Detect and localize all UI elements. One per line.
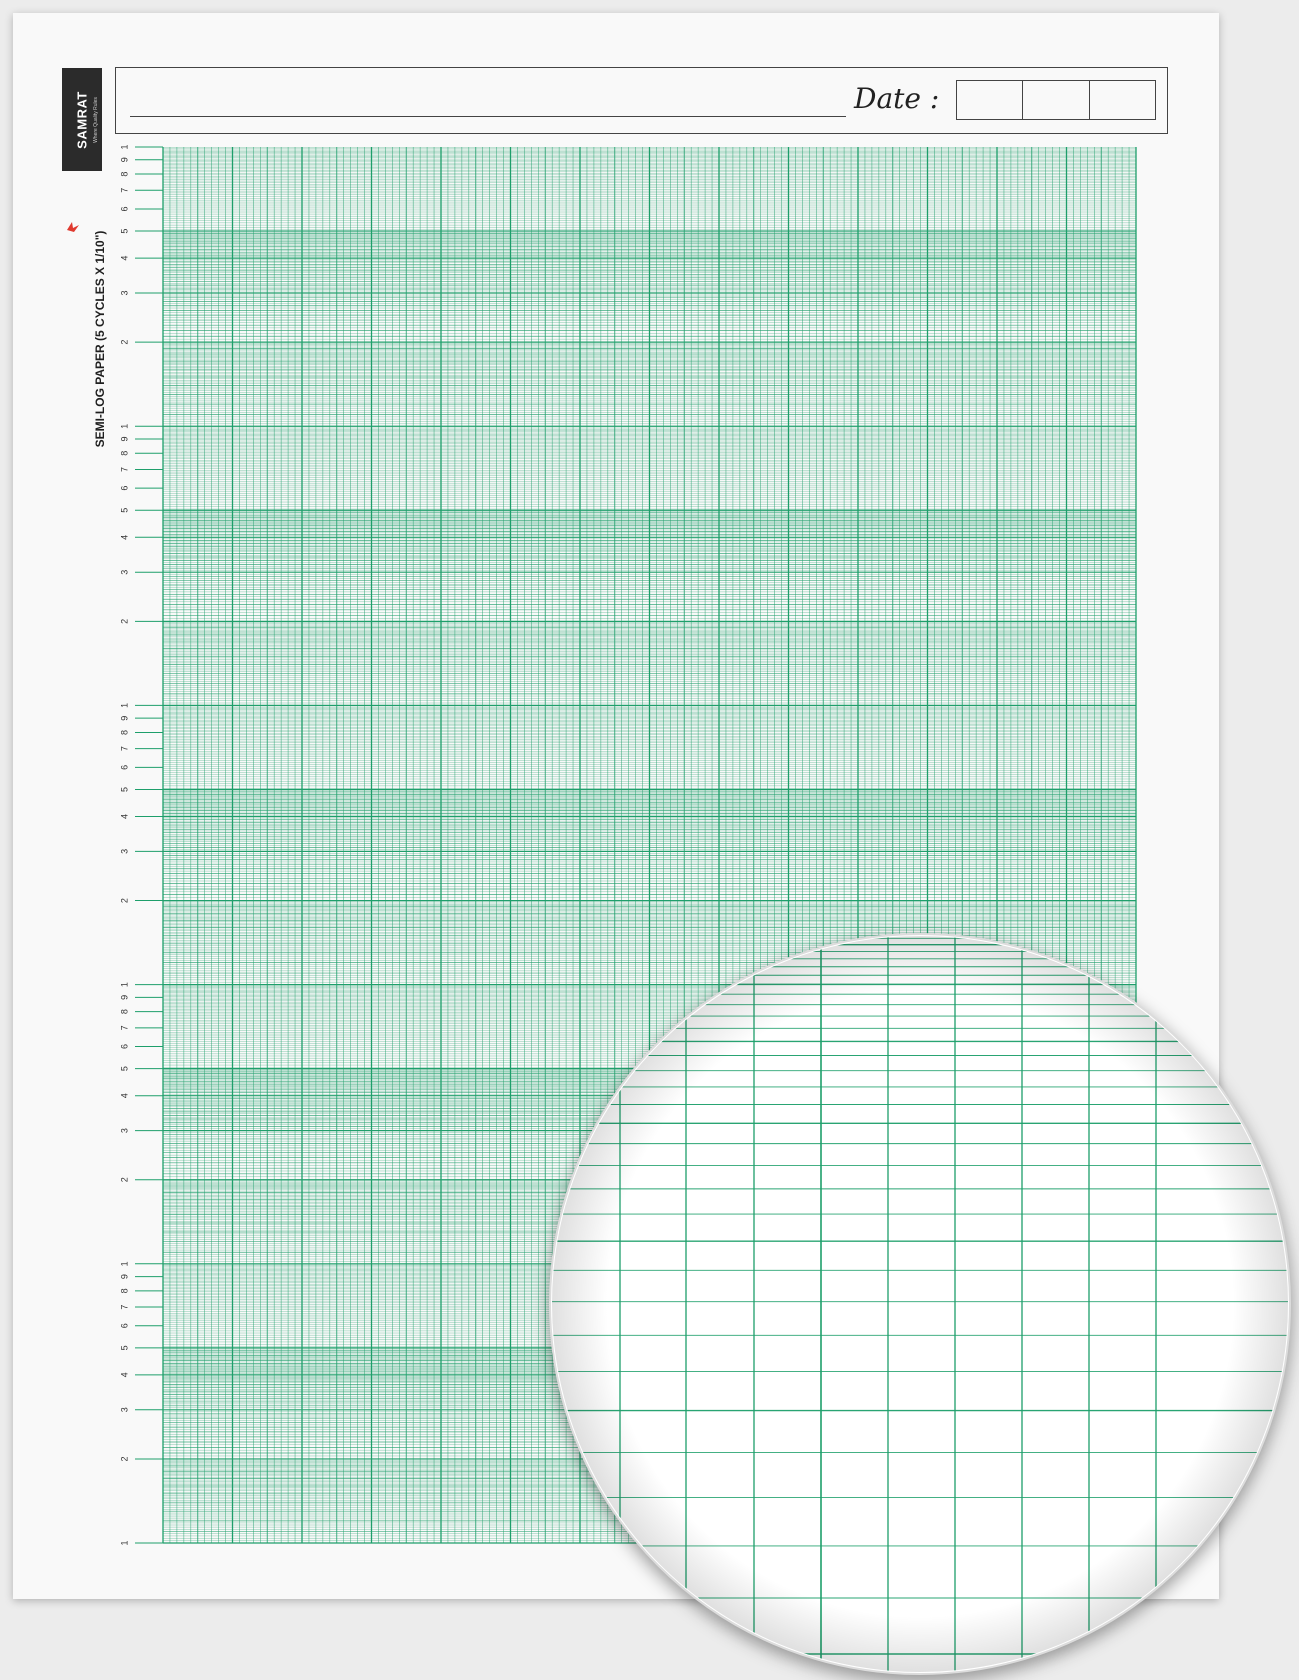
log-axis-label: 6 — [119, 486, 129, 491]
log-axis-label: 1 — [119, 703, 129, 708]
log-axis-label: 8 — [119, 1288, 129, 1293]
log-axis-label: 5 — [119, 508, 129, 513]
log-axis-label: 7 — [119, 1025, 129, 1030]
magnifier-lens — [548, 933, 1292, 1680]
log-axis-label: 2 — [119, 619, 129, 624]
brand-badge — [62, 68, 102, 171]
log-axis-label: 9 — [119, 436, 129, 441]
log-axis-label: 3 — [119, 290, 129, 295]
log-axis-label: 3 — [119, 1128, 129, 1133]
log-axis-label: 5 — [119, 1345, 129, 1350]
log-axis-label: 1 — [119, 1540, 129, 1545]
log-axis-label: 9 — [119, 157, 129, 162]
log-axis-label: 1 — [119, 424, 129, 429]
log-axis-label: 6 — [119, 765, 129, 770]
log-axis-label: 7 — [119, 188, 129, 193]
date-field-month[interactable] — [1023, 81, 1090, 119]
log-axis-label: 7 — [119, 467, 129, 472]
log-axis-label: 2 — [119, 340, 129, 345]
bird-logo-icon — [67, 222, 79, 232]
log-axis-ticks — [135, 146, 163, 1544]
log-axis-label: 8 — [119, 172, 129, 177]
log-axis-label: 4 — [119, 814, 129, 819]
log-axis-label: 4 — [119, 256, 129, 261]
log-axis-label: 2 — [119, 1177, 129, 1182]
log-axis-label: 6 — [119, 206, 129, 211]
log-axis-label: 8 — [119, 451, 129, 456]
log-axis-label: 3 — [119, 570, 129, 575]
log-axis-label: 6 — [119, 1044, 129, 1049]
log-axis-label: 4 — [119, 1372, 129, 1377]
log-axis-label: 9 — [119, 1274, 129, 1279]
date-label: Date : — [854, 82, 940, 115]
log-axis-label: 3 — [119, 849, 129, 854]
log-axis-label: 5 — [119, 787, 129, 792]
log-axis-label: 1 — [119, 144, 129, 149]
log-axis-labels: 1 2 3 4 5 6 7 8 9 1 2 3 4 5 6 7 8 9 1 2 3 4 5 6 7 8 9 1 2 3 4 5 6 7 8 9 1 2 3 4… — [119, 144, 129, 1545]
log-axis-label: 3 — [119, 1407, 129, 1412]
log-axis-label: 1 — [119, 1261, 129, 1266]
log-axis-label: 8 — [119, 1009, 129, 1014]
log-axis-label: 2 — [119, 1456, 129, 1461]
log-axis-label: 5 — [119, 229, 129, 234]
log-axis-label: 7 — [119, 746, 129, 751]
log-axis-label: 9 — [119, 995, 129, 1000]
date-field-day[interactable] — [957, 81, 1024, 119]
log-axis-label: 4 — [119, 535, 129, 540]
log-axis-label: 5 — [119, 1066, 129, 1071]
log-axis-label: 6 — [119, 1323, 129, 1328]
log-axis-label: 1 — [119, 982, 129, 987]
name-line[interactable] — [130, 116, 846, 117]
log-axis-label: 8 — [119, 730, 129, 735]
log-axis-label: 2 — [119, 898, 129, 903]
log-axis-label: 7 — [119, 1305, 129, 1310]
header-box: Date : — [115, 67, 1168, 134]
brand-logo: SAMRAT Where Quality Rules — [62, 68, 102, 232]
log-axis-label: 9 — [119, 716, 129, 721]
log-axis-label: 4 — [119, 1093, 129, 1098]
date-fields — [956, 80, 1156, 120]
